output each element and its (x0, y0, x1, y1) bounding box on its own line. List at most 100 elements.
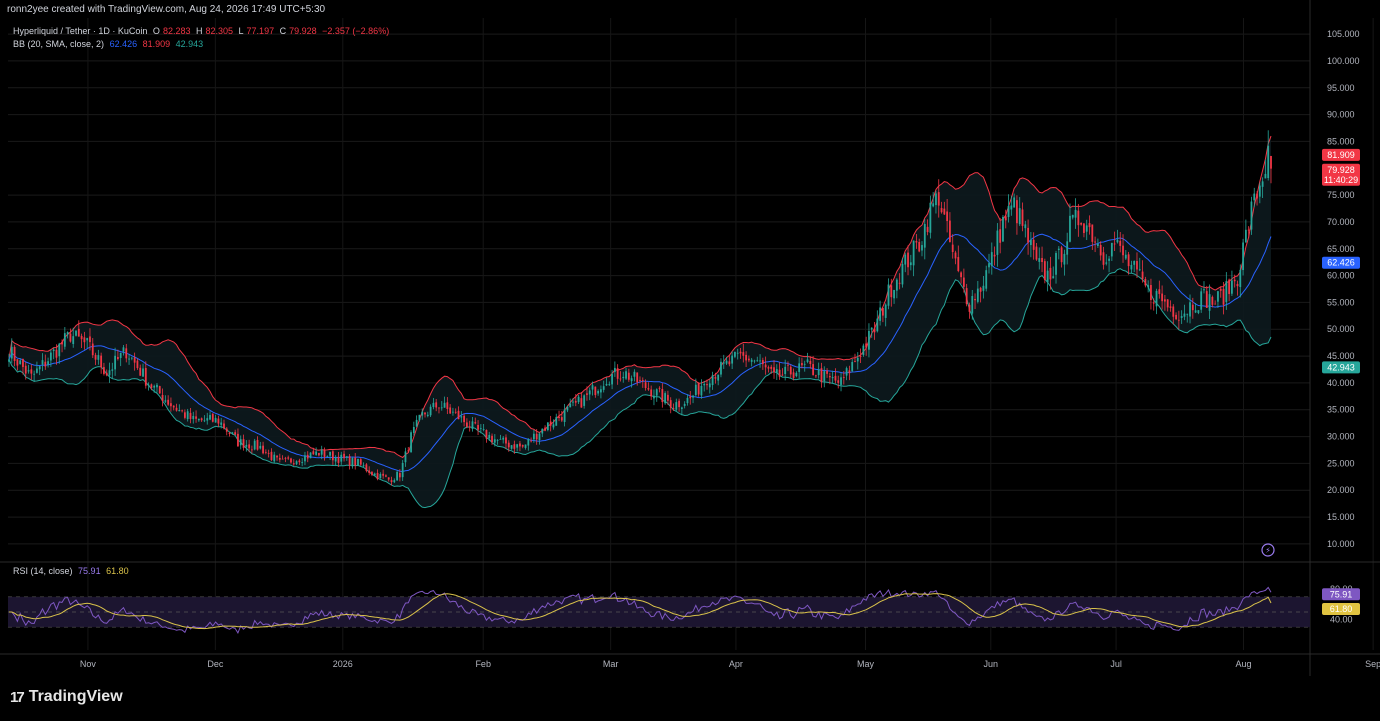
candle-body (591, 385, 594, 390)
candle-body (541, 428, 544, 434)
candle-body (264, 451, 267, 453)
candle-body (577, 396, 580, 403)
candle-body (491, 435, 493, 442)
rsi-ma-badge: 61.80 (1330, 604, 1353, 614)
candle-body (636, 372, 639, 383)
candle-body (1242, 242, 1244, 271)
candle-body (1164, 299, 1166, 302)
candle-body (893, 289, 895, 299)
candle-body (239, 439, 242, 446)
candle-body (1091, 224, 1094, 242)
candle-body (178, 409, 181, 412)
candle-body (1027, 227, 1029, 243)
candle-body (1169, 306, 1172, 308)
bb-basis-value: 62.426 (109, 39, 138, 49)
candle-body (658, 387, 661, 389)
candle-body (798, 363, 801, 372)
candle-body (773, 367, 775, 373)
candle-body (128, 358, 130, 360)
candle-body (851, 361, 854, 372)
price-tick-label: 55.000 (1327, 297, 1355, 307)
candle-body (602, 386, 605, 390)
symbol-legend[interactable]: Hyperliquid / Tether · 1D · KuCoin O 82.2… (13, 26, 392, 36)
candle-body (1088, 223, 1091, 228)
candle-body (1267, 145, 1270, 179)
time-tick-label: Jun (984, 659, 999, 669)
candle-body (493, 439, 496, 443)
candle-body (962, 277, 965, 287)
candle-body (103, 367, 105, 374)
time-tick-label: Nov (80, 659, 97, 669)
candle-body (44, 361, 47, 367)
candle-body (546, 422, 549, 431)
candle-body (1116, 239, 1119, 243)
candle-body (58, 343, 61, 357)
candle-body (8, 359, 10, 362)
candle-body (661, 388, 664, 403)
candle-body (1096, 243, 1099, 247)
candle-body (823, 371, 826, 382)
candle-body (304, 455, 306, 462)
candle-body (1024, 224, 1027, 229)
candle-body (1172, 306, 1175, 317)
candle-body (1029, 239, 1032, 246)
candle-body (471, 421, 474, 429)
candle-body (1043, 261, 1046, 280)
candle-body (895, 279, 898, 291)
candle-body (580, 398, 583, 408)
candle-body (569, 403, 572, 408)
candle-body (1222, 288, 1225, 305)
candle-body (722, 362, 725, 364)
price-tick-label: 85.000 (1327, 136, 1355, 146)
candle-body (424, 412, 426, 415)
candle-body (708, 383, 711, 388)
candle-body (1122, 245, 1124, 256)
candle-body (739, 351, 742, 354)
candle-body (672, 407, 675, 409)
candle-body (1063, 253, 1066, 265)
candle-body (192, 415, 195, 420)
candle-body (876, 318, 879, 332)
candle-body (1158, 289, 1161, 294)
bb-upper-value: 81.909 (142, 39, 171, 49)
rsi-legend[interactable]: RSI (14, close) 75.91 61.80 (13, 566, 132, 576)
candle-body (926, 226, 929, 233)
candle-body (245, 444, 248, 447)
candle-body (449, 407, 452, 414)
candle-body (957, 257, 960, 272)
candle-body (714, 377, 717, 379)
candle-body (1136, 261, 1138, 270)
rsi-ma-value: 61.80 (106, 566, 129, 576)
upper-band-badge: 81.909 (1327, 150, 1355, 160)
bb-lower-value: 42.943 (175, 39, 204, 49)
candle-body (485, 429, 488, 439)
tradingview-footer[interactable]: 17 TradingView (10, 688, 123, 706)
candle-body (1077, 210, 1080, 226)
bb-legend[interactable]: BB (20, SMA, close, 2) 62.426 81.909 42.… (13, 39, 206, 49)
candle-body (89, 336, 91, 343)
candle-body (368, 470, 371, 474)
candle-body (753, 360, 756, 362)
candle-body (653, 395, 655, 399)
candle-body (544, 427, 546, 431)
candle-body (139, 367, 142, 376)
candle-body (845, 368, 848, 376)
candle-body (267, 452, 270, 454)
price-tick-label: 100.000 (1327, 56, 1360, 66)
candle-body (909, 262, 912, 266)
candle-body (664, 393, 667, 404)
rsi-ma-line (9, 593, 1272, 630)
candle-body (865, 343, 868, 348)
candle-body (538, 433, 541, 441)
candle-body (530, 440, 533, 442)
candle-body (912, 240, 915, 266)
candle-body (320, 449, 323, 455)
candle-body (1049, 267, 1052, 280)
candle-body (133, 357, 136, 363)
candle-body (77, 328, 80, 337)
candle-body (1041, 258, 1043, 263)
candle-body (1233, 279, 1236, 282)
candle-body (611, 374, 613, 385)
candle-body (421, 411, 424, 416)
